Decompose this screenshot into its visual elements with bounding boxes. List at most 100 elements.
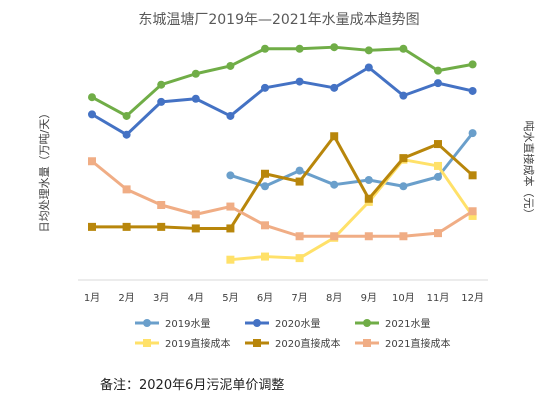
- legend-marker: [253, 339, 261, 347]
- legend-marker: [363, 319, 371, 327]
- data-point: [295, 232, 304, 241]
- data-point: [399, 232, 408, 241]
- data-point: [226, 171, 235, 180]
- legend-marker: [143, 319, 151, 327]
- x-tick-label: 9月: [361, 292, 377, 304]
- x-tick-label: 10月: [392, 292, 415, 304]
- data-point: [330, 83, 339, 92]
- data-point: [468, 207, 477, 216]
- data-point: [364, 232, 373, 241]
- x-tick-labels: 1月 2月 3月 4月 5月 6月 7月 8月 9月 10月 11月 12月: [84, 292, 484, 304]
- legend-label: 2019水量: [165, 318, 210, 330]
- legend: 2019水量 2020水量 2021水量 2019直接成本 2020直接成本 2021直接…: [135, 318, 450, 350]
- data-point: [364, 46, 373, 55]
- legend-marker: [143, 339, 151, 347]
- data-point: [434, 229, 442, 238]
- data-point: [364, 63, 373, 72]
- data-point: [88, 110, 96, 119]
- x-tick-label: 12月: [461, 292, 484, 304]
- data-point: [122, 111, 131, 120]
- y-axis-label-left: 日均处理水量（万吨/天）: [38, 108, 51, 233]
- data-point: [295, 77, 304, 86]
- data-point: [226, 255, 235, 264]
- data-point: [191, 224, 200, 233]
- data-point: [157, 201, 166, 209]
- data-point: [434, 172, 442, 181]
- series-line: [91, 160, 474, 238]
- data-point: [330, 232, 339, 241]
- data-point: [434, 140, 442, 149]
- data-point: [434, 161, 442, 170]
- data-point: [295, 44, 304, 53]
- data-point: [295, 177, 304, 186]
- data-point: [261, 182, 269, 191]
- series-line: [230, 158, 474, 262]
- x-tick-label: 8月: [326, 292, 342, 304]
- data-point: [295, 254, 304, 263]
- x-tick-label: 7月: [291, 292, 307, 304]
- series-1: [88, 63, 477, 139]
- data-point: [468, 171, 477, 180]
- data-point: [468, 60, 477, 69]
- data-point: [157, 80, 166, 89]
- data-point: [434, 79, 442, 88]
- data-point: [122, 185, 131, 194]
- footnote: 备注：2020年6月污泥单价调整: [100, 378, 285, 393]
- data-point: [399, 44, 408, 53]
- data-point: [226, 224, 235, 233]
- legend-item: 2021水量: [355, 318, 430, 330]
- data-point: [122, 222, 131, 231]
- legend-item: 2020水量: [245, 318, 320, 330]
- series-4: [88, 132, 477, 233]
- series-line: [91, 66, 473, 137]
- x-tick-label: 3月: [153, 292, 169, 304]
- data-point: [191, 69, 200, 78]
- legend-item: 2021直接成本: [355, 337, 450, 350]
- legend-marker: [363, 339, 371, 347]
- legend-label: 2021直接成本: [385, 337, 450, 350]
- series-5: [88, 157, 477, 241]
- data-point: [364, 176, 373, 184]
- data-point: [157, 222, 166, 231]
- data-point: [88, 222, 96, 231]
- chart-title: 东城温塘厂2019年—2021年水量成本趋势图: [138, 12, 419, 28]
- data-point: [191, 210, 200, 219]
- data-point: [261, 83, 269, 92]
- x-tick-label: 1月: [84, 292, 100, 304]
- data-point: [226, 111, 235, 120]
- series-line: [229, 132, 474, 188]
- x-tick-label: 6月: [257, 292, 273, 304]
- data-point: [226, 61, 235, 70]
- series-0: [226, 129, 477, 191]
- data-point: [88, 93, 96, 102]
- legend-item: 2020直接成本: [245, 337, 340, 350]
- data-point: [330, 43, 339, 52]
- data-point: [434, 66, 442, 75]
- x-tick-label: 4月: [188, 292, 204, 304]
- data-point: [191, 94, 200, 103]
- data-point: [226, 202, 235, 211]
- data-point: [399, 91, 408, 100]
- x-tick-label: 2月: [118, 292, 134, 304]
- x-tick-label: 5月: [222, 292, 238, 304]
- data-point: [295, 166, 304, 175]
- series-2: [88, 43, 477, 120]
- data-point: [261, 252, 269, 261]
- data-point: [468, 86, 477, 95]
- data-point: [468, 129, 477, 138]
- data-point: [468, 211, 477, 220]
- data-point: [261, 169, 269, 178]
- data-point: [88, 157, 96, 166]
- data-point: [399, 182, 408, 191]
- legend-item: 2019直接成本: [135, 337, 230, 350]
- legend-item: 2019水量: [135, 318, 210, 330]
- data-point: [261, 44, 269, 53]
- series-line: [91, 45, 473, 118]
- legend-label: 2021水量: [385, 318, 430, 330]
- legend-label: 2020水量: [275, 318, 320, 330]
- series-line: [92, 134, 474, 230]
- data-point: [364, 194, 373, 203]
- data-point: [122, 130, 131, 139]
- plot-area: [88, 43, 477, 264]
